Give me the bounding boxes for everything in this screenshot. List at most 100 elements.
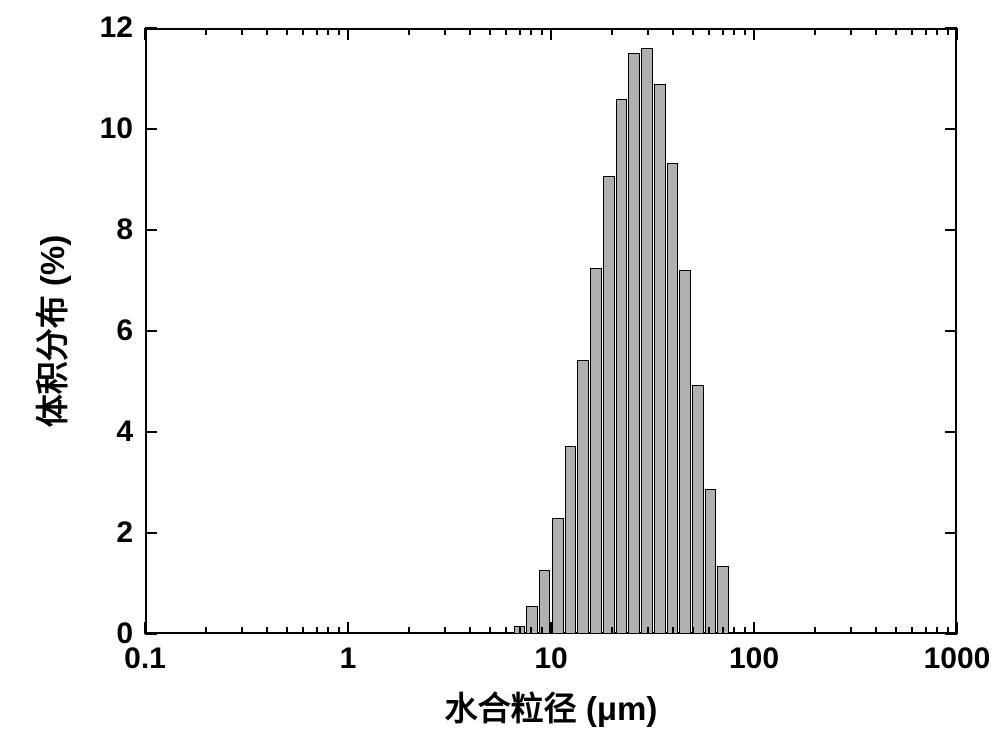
x-minor-tick (875, 28, 877, 35)
x-tick (550, 622, 552, 634)
x-minor-tick (469, 627, 471, 634)
x-tick (144, 622, 146, 634)
x-minor-tick (672, 28, 674, 35)
y-tick (945, 229, 957, 231)
y-axis-label: 体积分布 (%) (26, 235, 74, 428)
x-minor-tick (519, 627, 521, 634)
x-minor-tick (672, 627, 674, 634)
x-minor-tick (733, 28, 735, 35)
y-tick-label: 10 (100, 112, 133, 146)
x-minor-tick (530, 627, 532, 634)
x-minor-tick (316, 28, 318, 35)
x-minor-tick (266, 28, 268, 35)
y-tick-label: 2 (116, 516, 133, 550)
x-minor-tick (338, 627, 340, 634)
histogram-bar (667, 163, 679, 634)
x-minor-tick (895, 28, 897, 35)
x-minor-tick (302, 28, 304, 35)
x-minor-tick (489, 28, 491, 35)
x-tick-label: 10 (534, 642, 567, 676)
x-tick-label: 1000 (924, 642, 991, 676)
x-tick (956, 28, 958, 40)
x-tick (347, 622, 349, 634)
x-minor-tick (744, 627, 746, 634)
x-minor-tick (692, 627, 694, 634)
x-minor-tick (733, 627, 735, 634)
y-tick-label: 6 (116, 314, 133, 348)
x-minor-tick (408, 627, 410, 634)
y-tick (145, 431, 157, 433)
y-tick-label: 8 (116, 213, 133, 247)
y-tick (945, 431, 957, 433)
x-minor-tick (241, 28, 243, 35)
x-minor-tick (911, 627, 913, 634)
x-tick-label: 100 (729, 642, 779, 676)
x-minor-tick (489, 627, 491, 634)
x-minor-tick (875, 627, 877, 634)
x-minor-tick (814, 28, 816, 35)
x-minor-tick (911, 28, 913, 35)
x-minor-tick (708, 28, 710, 35)
x-axis-label: 水合粒径 (μm) (445, 682, 658, 730)
x-minor-tick (814, 627, 816, 634)
x-minor-tick (338, 28, 340, 35)
x-tick (347, 28, 349, 40)
y-tick (145, 633, 157, 635)
x-minor-tick (936, 28, 938, 35)
x-minor-tick (444, 28, 446, 35)
x-minor-tick (936, 627, 938, 634)
x-minor-tick (327, 28, 329, 35)
histogram-bar (679, 270, 691, 634)
x-minor-tick (744, 28, 746, 35)
histogram-bar (628, 53, 640, 634)
x-minor-tick (286, 627, 288, 634)
y-tick (945, 330, 957, 332)
histogram-bar (705, 489, 717, 634)
x-minor-tick (611, 627, 613, 634)
x-minor-tick (541, 28, 543, 35)
histogram-bar (616, 99, 628, 634)
histogram-bar (692, 385, 704, 634)
x-minor-tick (947, 627, 949, 634)
y-tick (945, 532, 957, 534)
y-tick (145, 532, 157, 534)
x-tick (753, 28, 755, 40)
chart-container: 0246810120.11101001000体积分布 (%)水合粒径 (μm) (0, 0, 1000, 754)
x-minor-tick (444, 627, 446, 634)
histogram-bar (565, 446, 577, 634)
y-tick-label: 12 (100, 11, 133, 45)
x-minor-tick (850, 627, 852, 634)
y-tick (145, 128, 157, 130)
x-minor-tick (241, 627, 243, 634)
x-tick (550, 28, 552, 40)
x-minor-tick (708, 627, 710, 634)
x-minor-tick (722, 28, 724, 35)
x-minor-tick (519, 28, 521, 35)
x-minor-tick (947, 28, 949, 35)
x-minor-tick (541, 627, 543, 634)
y-tick (945, 128, 957, 130)
x-minor-tick (647, 627, 649, 634)
x-minor-tick (469, 28, 471, 35)
y-tick (145, 27, 157, 29)
x-minor-tick (505, 627, 507, 634)
x-minor-tick (205, 627, 207, 634)
x-minor-tick (925, 627, 927, 634)
x-tick (956, 622, 958, 634)
histogram-bar (717, 566, 729, 634)
x-tick (144, 28, 146, 40)
x-minor-tick (302, 627, 304, 634)
x-minor-tick (850, 28, 852, 35)
x-minor-tick (408, 28, 410, 35)
x-minor-tick (286, 28, 288, 35)
x-minor-tick (327, 627, 329, 634)
x-minor-tick (505, 28, 507, 35)
y-tick-label: 4 (116, 415, 133, 449)
x-minor-tick (647, 28, 649, 35)
x-minor-tick (316, 627, 318, 634)
histogram-bar (603, 176, 615, 634)
histogram-bar (590, 268, 602, 634)
y-tick (145, 330, 157, 332)
x-minor-tick (530, 28, 532, 35)
x-minor-tick (925, 28, 927, 35)
